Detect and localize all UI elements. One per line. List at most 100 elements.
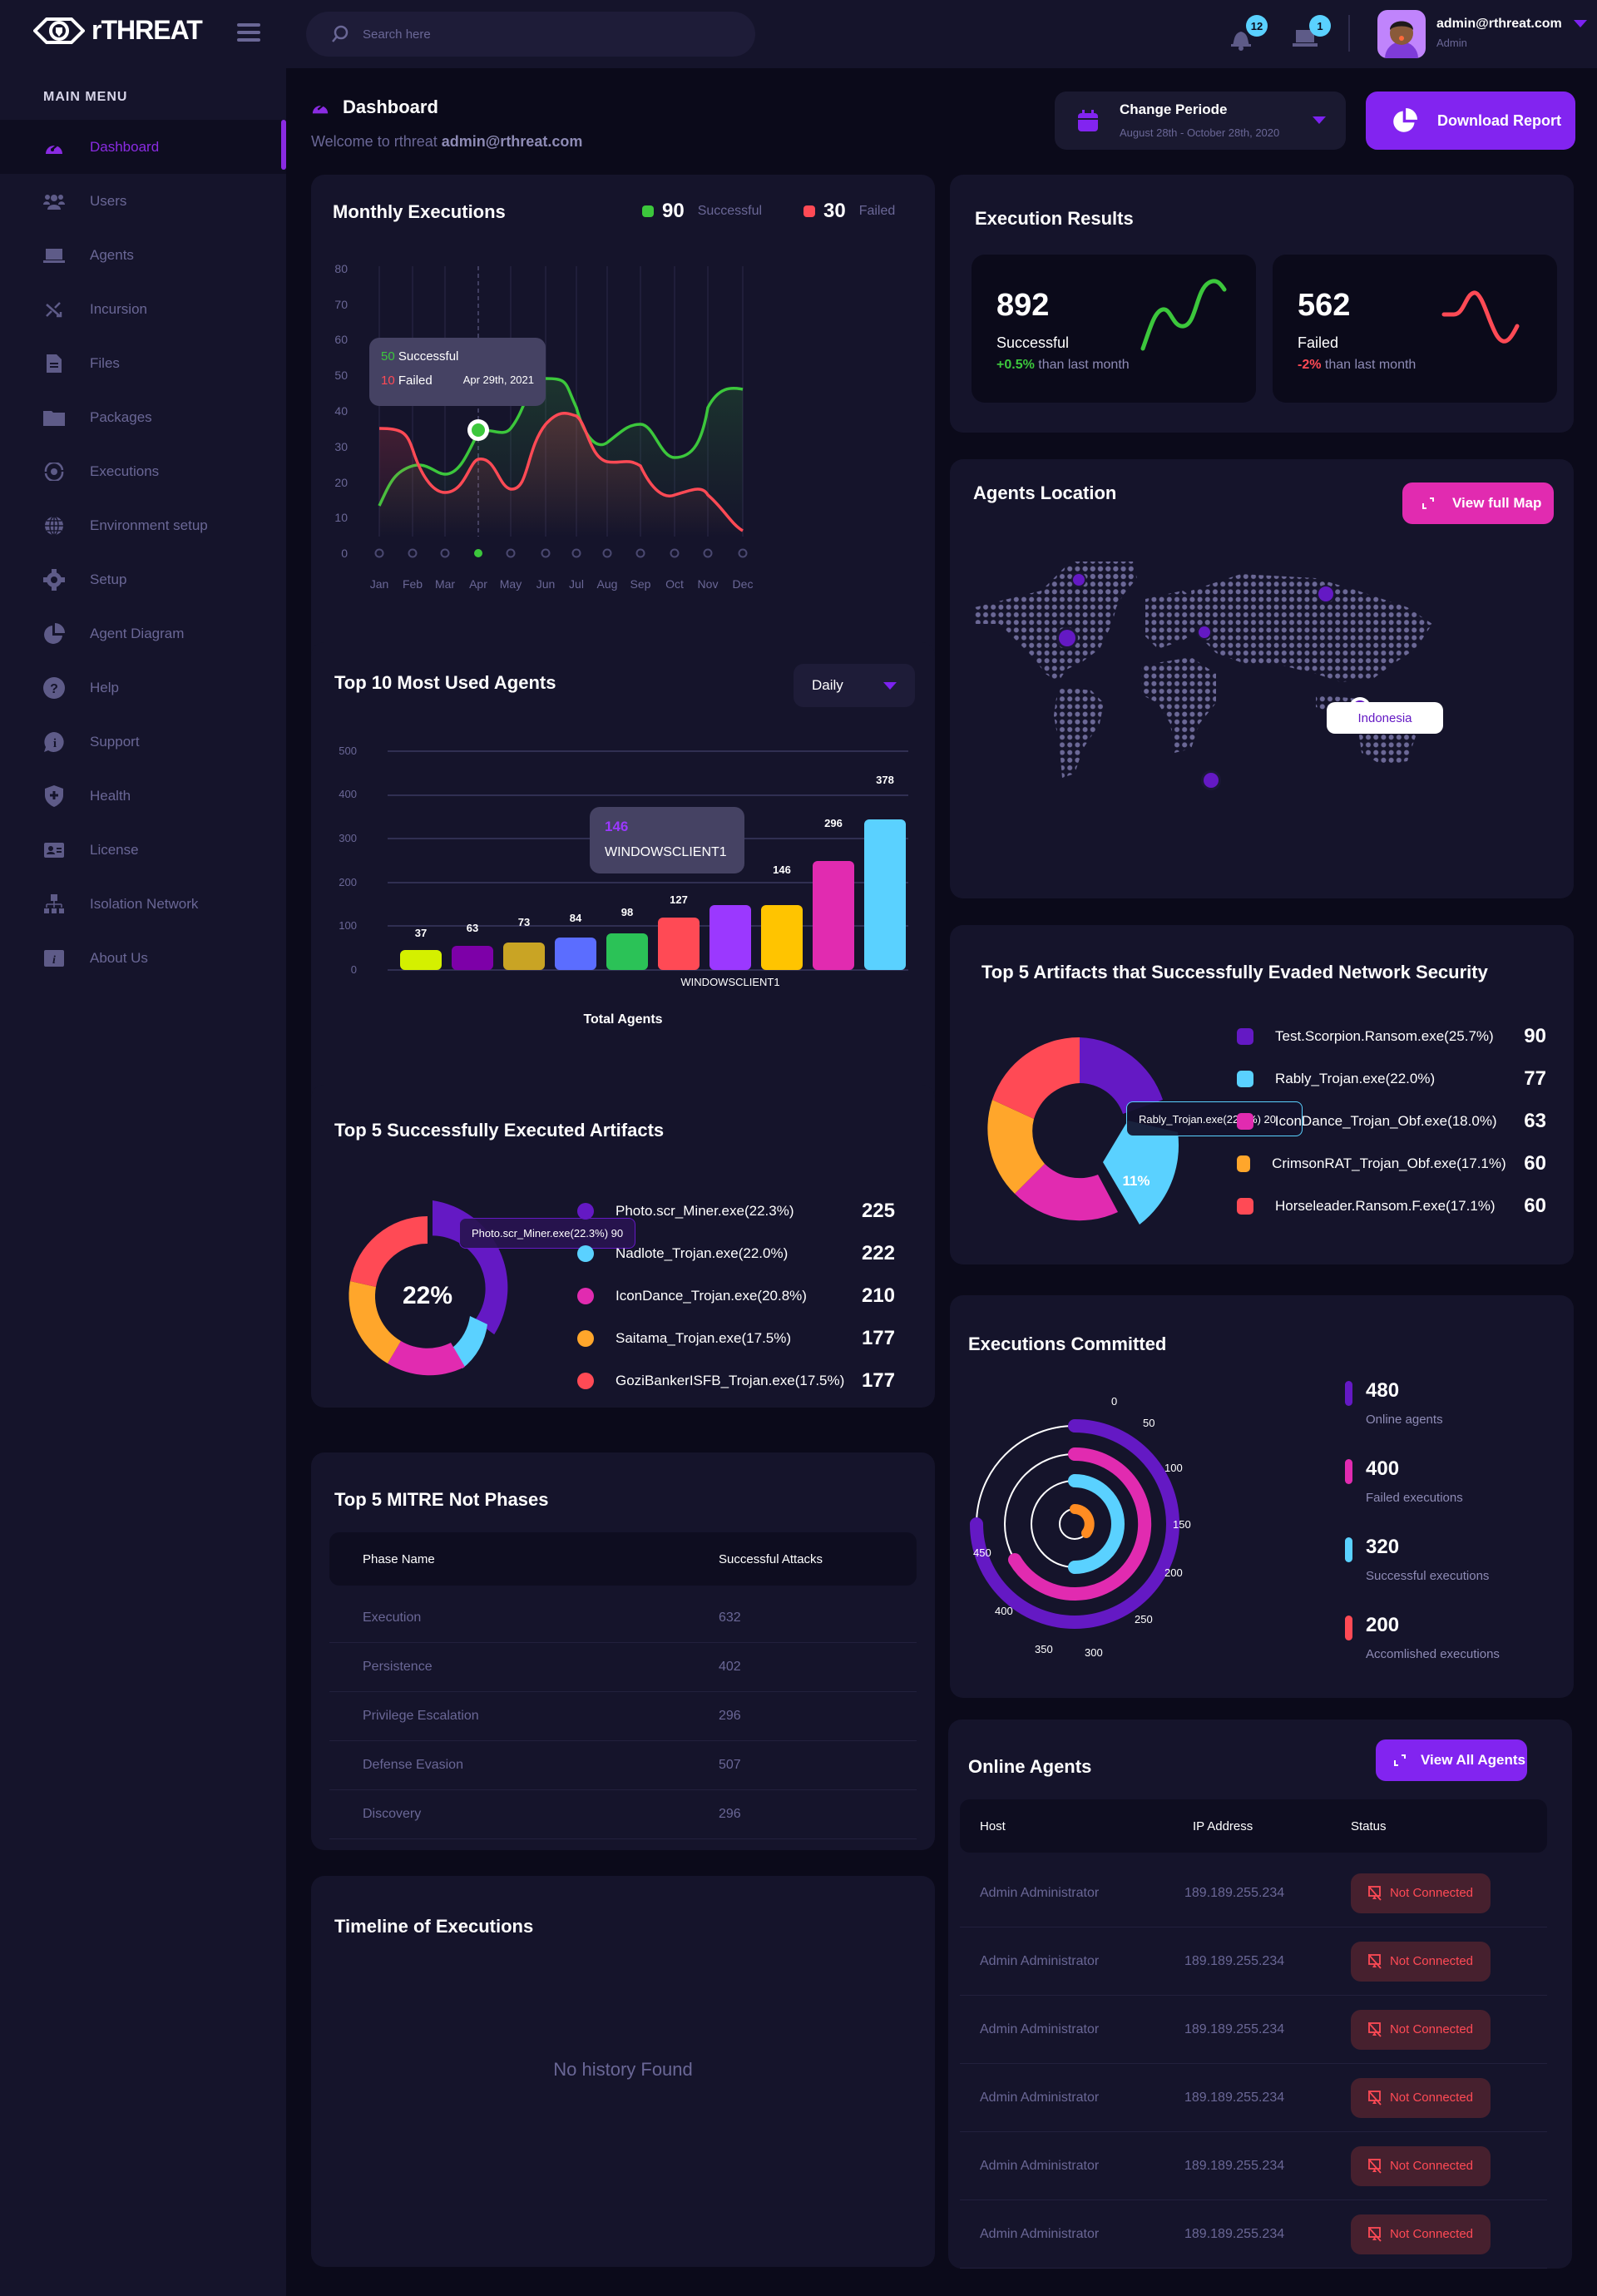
search-bar[interactable] — [306, 12, 755, 57]
svg-text:Oct: Oct — [665, 577, 684, 591]
sidebar-item-agents[interactable]: Agents — [0, 228, 286, 282]
agents-badge: 1 — [1309, 15, 1331, 37]
view-full-map-button[interactable]: View full Map — [1402, 482, 1554, 524]
table-row[interactable]: Admin Administrator 189.189.255.234 Not Co… — [960, 1927, 1547, 1996]
user-role: Admin — [1436, 37, 1467, 49]
legend-item: CrimsonRAT_Trojan_Obf.exe(17.1%) 60 — [1237, 1142, 1546, 1185]
shuffle-icon — [43, 299, 65, 320]
svg-text:Jul: Jul — [569, 577, 584, 591]
pie-chart-icon — [43, 622, 65, 645]
divider — [1348, 15, 1350, 52]
app-name: rTHREAT — [91, 15, 203, 45]
status-badge: Not Connected — [1351, 2009, 1491, 2050]
sidebar-item-label: Incursion — [90, 300, 147, 317]
table-row[interactable]: Privilege Escalation 296 — [329, 1692, 917, 1741]
svg-text:40: 40 — [334, 404, 348, 418]
svg-text:296: 296 — [824, 817, 843, 829]
svg-text:Jan: Jan — [370, 577, 389, 591]
card-title: Monthly Executions — [333, 201, 506, 222]
evaded-legend: Test.Scorpion.Ransom.exe(25.7%) 90 Rably_… — [1237, 1015, 1546, 1227]
svg-text:10: 10 — [334, 511, 348, 524]
view-all-agents-button[interactable]: View All Agents — [1376, 1739, 1527, 1781]
monthly-line-chart: 80 70 60 50 40 30 20 10 0 Jan Feb Mar Apr May Jun Jul A… — [334, 262, 754, 591]
sidebar-item-packages[interactable]: Packages — [0, 390, 286, 444]
mitre-table: Phase Name Successful Attacks Execution 63… — [329, 1532, 917, 1839]
card-title: Online Agents — [968, 1756, 1092, 1777]
sidebar-item-agent-diagram[interactable]: Agent Diagram — [0, 606, 286, 661]
sidebar-item-executions[interactable]: Executions — [0, 444, 286, 498]
table-row[interactable]: Admin Administrator 189.189.255.234 Not Co… — [960, 1859, 1547, 1927]
table-row[interactable]: Defense Evasion 507 — [329, 1741, 917, 1790]
legend-successful: 90 Successful — [642, 200, 762, 223]
successful-stat: 892 Successful +0.5% than last month — [972, 255, 1256, 403]
table-row[interactable]: Discovery 296 — [329, 1790, 917, 1839]
gauge-icon — [312, 105, 329, 114]
sidebar-item-label: Files — [90, 354, 120, 371]
sidebar-item-about-us[interactable]: i About Us — [0, 931, 286, 985]
sidebar-item-dashboard[interactable]: Dashboard — [0, 120, 286, 174]
svg-text:100: 100 — [339, 919, 357, 932]
disconnected-monitor-icon — [1367, 2158, 1382, 2174]
sidebar-item-environment-setup[interactable]: Environment setup — [0, 498, 286, 552]
status-badge: Not Connected — [1351, 1941, 1491, 1982]
sidebar-item-users[interactable]: Users — [0, 174, 286, 228]
sidebar-item-license[interactable]: License — [0, 823, 286, 877]
sidebar-title: MAIN MENU — [43, 90, 128, 104]
sidebar-item-label: Packages — [90, 408, 152, 425]
user-menu[interactable]: admin@rthreat.com Admin — [1436, 17, 1588, 49]
execution-results-card: Execution Results 892 Successful +0.5% t… — [950, 175, 1574, 433]
sidebar-item-label: License — [90, 841, 139, 858]
app-logo[interactable]: rTHREAT — [33, 15, 203, 46]
chevron-down-icon — [883, 681, 897, 690]
sidebar-item-label: Health — [90, 787, 131, 804]
hamburger-menu-button[interactable] — [237, 23, 260, 42]
sidebar-item-incursion[interactable]: Incursion — [0, 282, 286, 336]
online-agents-card: Online Agents View All Agents Host IP Ad… — [948, 1720, 1572, 2269]
svg-text:100: 100 — [1164, 1462, 1183, 1474]
timeline-card: Timeline of Executions No history Found — [311, 1876, 935, 2267]
chart-tooltip: 50 Successful 10 Failed Apr 29th, 2021 — [369, 338, 546, 406]
calendar-icon — [1078, 110, 1098, 131]
info-bubble-icon: i — [43, 731, 65, 753]
executed-legend: Photo.scr_Miner.exe(22.3%) 225 Nadlote_Tr… — [577, 1190, 895, 1402]
user-email: admin@rthreat.com — [1436, 17, 1562, 31]
bell-icon — [1231, 32, 1251, 51]
sidebar-item-isolation-network[interactable]: Isolation Network — [0, 877, 286, 931]
table-row[interactable]: Admin Administrator 189.189.255.234 Not Co… — [960, 1996, 1547, 2064]
table-row[interactable]: Persistence 402 — [329, 1643, 917, 1692]
period-select[interactable]: Daily — [794, 664, 915, 707]
sidebar-item-label: Environment setup — [90, 517, 208, 533]
legend-item: 480 Online agents — [1345, 1379, 1553, 1459]
table-header: Phase Name Successful Attacks — [329, 1532, 917, 1586]
table-row[interactable]: Execution 632 — [329, 1594, 917, 1643]
avatar[interactable] — [1377, 10, 1426, 58]
svg-text:Apr: Apr — [469, 577, 487, 591]
sidebar-item-setup[interactable]: Setup — [0, 552, 286, 606]
change-period-dropdown[interactable]: Change Periode August 28th - October 28t… — [1055, 92, 1346, 150]
status-badge: Not Connected — [1351, 2145, 1491, 2186]
sidebar-item-files[interactable]: Files — [0, 336, 286, 390]
sidebar-item-label: Users — [90, 192, 127, 209]
download-report-button[interactable]: Download Report — [1366, 92, 1575, 150]
table-row[interactable]: Admin Administrator 189.189.255.234 Not Co… — [960, 2064, 1547, 2132]
cog-refresh-icon — [43, 461, 65, 482]
empty-state: No history Found — [553, 2059, 693, 2080]
sidebar-item-label: Setup — [90, 571, 127, 587]
search-input[interactable] — [363, 27, 695, 42]
svg-text:Mar: Mar — [435, 577, 455, 591]
sidebar-item-support[interactable]: i Support — [0, 715, 286, 769]
svg-text:146: 146 — [773, 863, 791, 876]
table-row[interactable]: Admin Administrator 189.189.255.234 Not Co… — [960, 2132, 1547, 2200]
table-row[interactable]: Admin Administrator 189.189.255.234 Not Co… — [960, 2200, 1547, 2269]
notifications-button[interactable]: 12 — [1229, 15, 1268, 51]
svg-text:400: 400 — [995, 1605, 1013, 1617]
laptop-icon — [1293, 30, 1318, 47]
map-tooltip: Indonesia — [1327, 702, 1443, 734]
welcome-text: Welcome to rthreat admin@rthreat.com — [311, 133, 583, 150]
sidebar-item-health[interactable]: Health — [0, 769, 286, 823]
svg-text:WINDOWSCLIENT1: WINDOWSCLIENT1 — [680, 976, 779, 988]
sidebar-item-help[interactable]: ? Help — [0, 661, 286, 715]
world-dot-map[interactable] — [967, 557, 1549, 873]
svg-text:Dec: Dec — [733, 577, 754, 591]
agents-status-button[interactable]: 1 — [1293, 15, 1331, 50]
